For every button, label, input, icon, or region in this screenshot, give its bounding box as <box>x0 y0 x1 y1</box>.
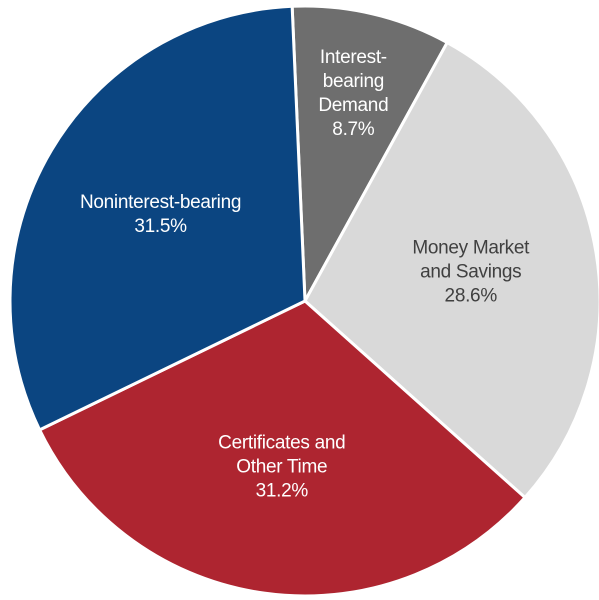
pie-slice <box>8 4 307 432</box>
value-label: 8.7% <box>332 119 375 140</box>
slice-label: Certificates and <box>218 433 345 454</box>
slice-label: Money Market <box>412 238 530 259</box>
pie-slice <box>290 4 450 307</box>
slice-label: Interest- <box>320 47 387 68</box>
slice-label: Other Time <box>236 457 327 478</box>
slice-label: Noninterest-bearing <box>80 192 241 213</box>
pie-slice <box>37 299 528 598</box>
slice-label: bearing <box>323 71 384 92</box>
pie-slice <box>303 40 599 500</box>
slice-label: and Savings <box>420 262 521 283</box>
value-label: 31.5% <box>134 216 187 237</box>
value-label: 28.6% <box>445 286 498 307</box>
value-label: 31.2% <box>256 481 309 502</box>
slice-label: Demand <box>318 95 388 116</box>
